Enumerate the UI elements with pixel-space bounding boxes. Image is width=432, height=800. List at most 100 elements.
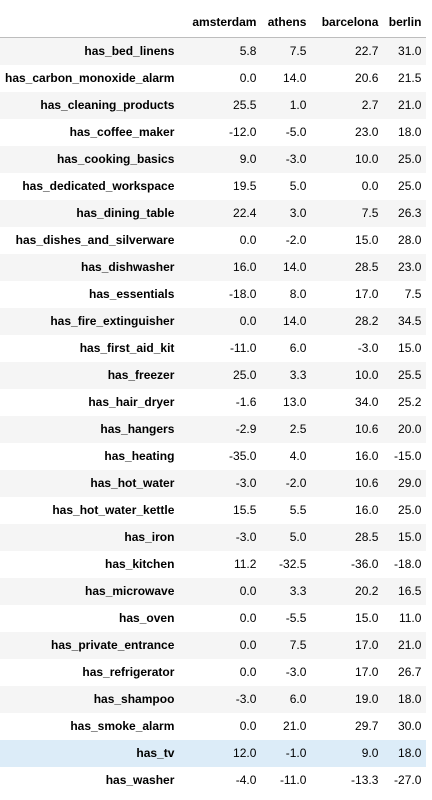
cell-barcelona: 28.5 (355, 530, 379, 544)
cell-amsterdam: -1.6 (235, 395, 257, 409)
cell-berlin: 25.2 (398, 395, 422, 409)
row-label: has_hot_water_kettle (52, 503, 175, 517)
cell-barcelona: 17.0 (355, 665, 379, 679)
cell-athens: -2.0 (285, 476, 307, 490)
cell-amsterdam: 5.8 (239, 44, 257, 58)
row-label: has_carbon_monoxide_alarm (5, 71, 175, 85)
table-body: has_bed_linens 5.8 7.5 22.7 31.0 has_carbon_m… (0, 37, 427, 795)
cell-barcelona: 15.0 (355, 233, 379, 247)
cell-barcelona: 23.0 (355, 125, 379, 139)
index-header (0, 8, 180, 38)
row-label: has_first_aid_kit (79, 341, 175, 355)
table-row: has_first_aid_kit -11.0 6.0 -3.0 15.0 (0, 335, 426, 362)
cell-barcelona: 15.0 (355, 611, 379, 625)
cell-athens: -2.0 (285, 233, 307, 247)
cell-barcelona: 10.0 (355, 368, 379, 382)
cell-amsterdam: 12.0 (233, 746, 257, 760)
cell-amsterdam: -2.9 (235, 422, 257, 436)
cell-berlin: 15.0 (398, 530, 422, 544)
cell-amsterdam: 0.0 (239, 719, 257, 733)
cell-berlin: 25.0 (398, 152, 422, 166)
cell-barcelona: 7.5 (361, 206, 379, 220)
cell-berlin: 25.0 (398, 503, 422, 517)
row-label: has_kitchen (105, 557, 175, 571)
table-row: has_hot_water -3.0 -2.0 10.6 29.0 (0, 470, 427, 497)
row-label: has_shampoo (93, 692, 175, 706)
cell-athens: 14.0 (283, 71, 307, 85)
table-row: has_freezer 25.0 3.3 10.0 25.5 (0, 362, 427, 389)
cell-berlin: 7.5 (404, 287, 422, 301)
cell-amsterdam: -11.0 (229, 341, 257, 355)
cell-amsterdam: 0.0 (239, 71, 257, 85)
cell-amsterdam: -18.0 (229, 287, 257, 301)
table-row: has_microwave 0.0 3.3 20.2 16.5 (0, 578, 427, 605)
row-label: has_cleaning_products (40, 98, 175, 112)
table-row: has_oven 0.0 -5.5 15.0 11.0 (0, 605, 426, 632)
table-row: has_heating -35.0 4.0 16.0 -15.0 (0, 443, 426, 470)
cell-amsterdam: 9.0 (239, 152, 257, 166)
cell-berlin: 21.0 (398, 98, 422, 112)
cell-berlin: 16.5 (398, 584, 422, 598)
column-header-berlin: berlin (383, 8, 427, 38)
table-row: has_hot_water_kettle 15.5 5.5 16.0 25.0 (0, 497, 426, 524)
cell-athens: 1.0 (289, 98, 307, 112)
cell-berlin: 25.0 (398, 179, 422, 193)
cell-athens: 3.0 (289, 206, 307, 220)
table-row: has_private_entrance 0.0 7.5 17.0 21.0 (0, 632, 427, 659)
cell-berlin: 31.0 (398, 44, 422, 58)
table-row: has_refrigerator 0.0 -3.0 17.0 26.7 (0, 659, 426, 686)
cell-athens: 7.5 (289, 638, 307, 652)
cell-athens: 2.5 (289, 422, 307, 436)
row-label: has_coffee_maker (69, 125, 175, 139)
cell-berlin: 21.5 (398, 71, 422, 85)
table-row: has_dining_table 22.4 3.0 7.5 26.3 (0, 200, 427, 227)
cell-berlin: 26.7 (398, 665, 422, 679)
row-label: has_hot_water (90, 476, 175, 490)
row-label: has_hair_dryer (88, 395, 175, 409)
cell-amsterdam: 25.5 (233, 98, 257, 112)
cell-amsterdam: 0.0 (239, 638, 257, 652)
cell-berlin: 18.0 (398, 125, 422, 139)
row-label: has_dedicated_workspace (22, 179, 175, 193)
row-label: has_bed_linens (84, 44, 175, 58)
row-label: has_smoke_alarm (70, 719, 175, 733)
table-row: has_kitchen 11.2 -32.5 -36.0 -18.0 (0, 551, 426, 578)
cell-amsterdam: 0.0 (239, 584, 257, 598)
dataframe-table: amsterdam athens barcelona berlin has_be… (0, 8, 427, 795)
cell-athens: 14.0 (283, 314, 307, 328)
table-header: amsterdam athens barcelona berlin (0, 8, 427, 38)
cell-barcelona: 28.2 (355, 314, 379, 328)
cell-berlin: -18.0 (394, 557, 422, 571)
cell-athens: 6.0 (289, 692, 307, 706)
table-row: has_hair_dryer -1.6 13.0 34.0 25.2 (0, 389, 426, 416)
cell-barcelona: 29.7 (355, 719, 379, 733)
cell-barcelona: 16.0 (355, 503, 379, 517)
row-label: has_dishes_and_silverware (15, 233, 175, 247)
cell-athens: 7.5 (289, 44, 307, 58)
cell-barcelona: 16.0 (355, 449, 379, 463)
cell-barcelona: -36.0 (351, 557, 379, 571)
cell-athens: -3.0 (285, 152, 307, 166)
row-label: has_hangers (100, 422, 175, 436)
cell-barcelona: 10.6 (355, 476, 379, 490)
table-row: has_essentials -18.0 8.0 17.0 7.5 (0, 281, 426, 308)
cell-athens: -3.0 (285, 665, 307, 679)
row-label: has_refrigerator (82, 665, 175, 679)
cell-amsterdam: -3.0 (235, 530, 257, 544)
cell-athens: 5.0 (289, 179, 307, 193)
cell-barcelona: 20.2 (355, 584, 379, 598)
row-label: has_tv (136, 746, 175, 760)
cell-amsterdam: 15.5 (233, 503, 257, 517)
table-row: has_iron -3.0 5.0 28.5 15.0 (0, 524, 427, 551)
cell-athens: -5.5 (285, 611, 307, 625)
row-label: has_heating (104, 449, 175, 463)
table-row: has_fire_extinguisher 0.0 14.0 28.2 34.5 (0, 308, 427, 335)
cell-athens: 14.0 (283, 260, 307, 274)
cell-berlin: 26.3 (398, 206, 422, 220)
cell-athens: 3.3 (289, 584, 307, 598)
cell-athens: 4.0 (289, 449, 307, 463)
table-row: has_dedicated_workspace 19.5 5.0 0.0 25.0 (0, 173, 426, 200)
row-label: has_freezer (107, 368, 175, 382)
cell-barcelona: -3.0 (357, 341, 379, 355)
cell-barcelona: 28.5 (355, 260, 379, 274)
